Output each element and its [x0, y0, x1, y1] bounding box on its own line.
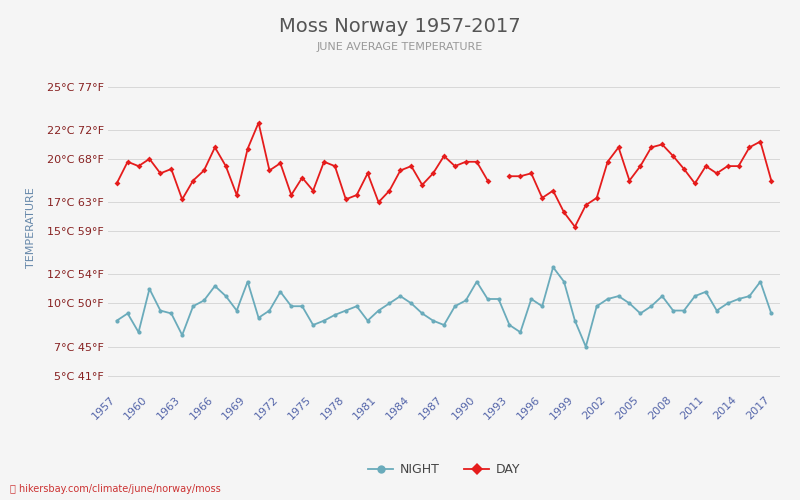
Text: JUNE AVERAGE TEMPERATURE: JUNE AVERAGE TEMPERATURE — [317, 42, 483, 52]
Y-axis label: TEMPERATURE: TEMPERATURE — [26, 187, 35, 268]
Legend: NIGHT, DAY: NIGHT, DAY — [363, 458, 525, 481]
Text: ⓘ hikersbay.com/climate/june/norway/moss: ⓘ hikersbay.com/climate/june/norway/moss — [10, 484, 220, 494]
Text: Moss Norway 1957-2017: Moss Norway 1957-2017 — [279, 18, 521, 36]
